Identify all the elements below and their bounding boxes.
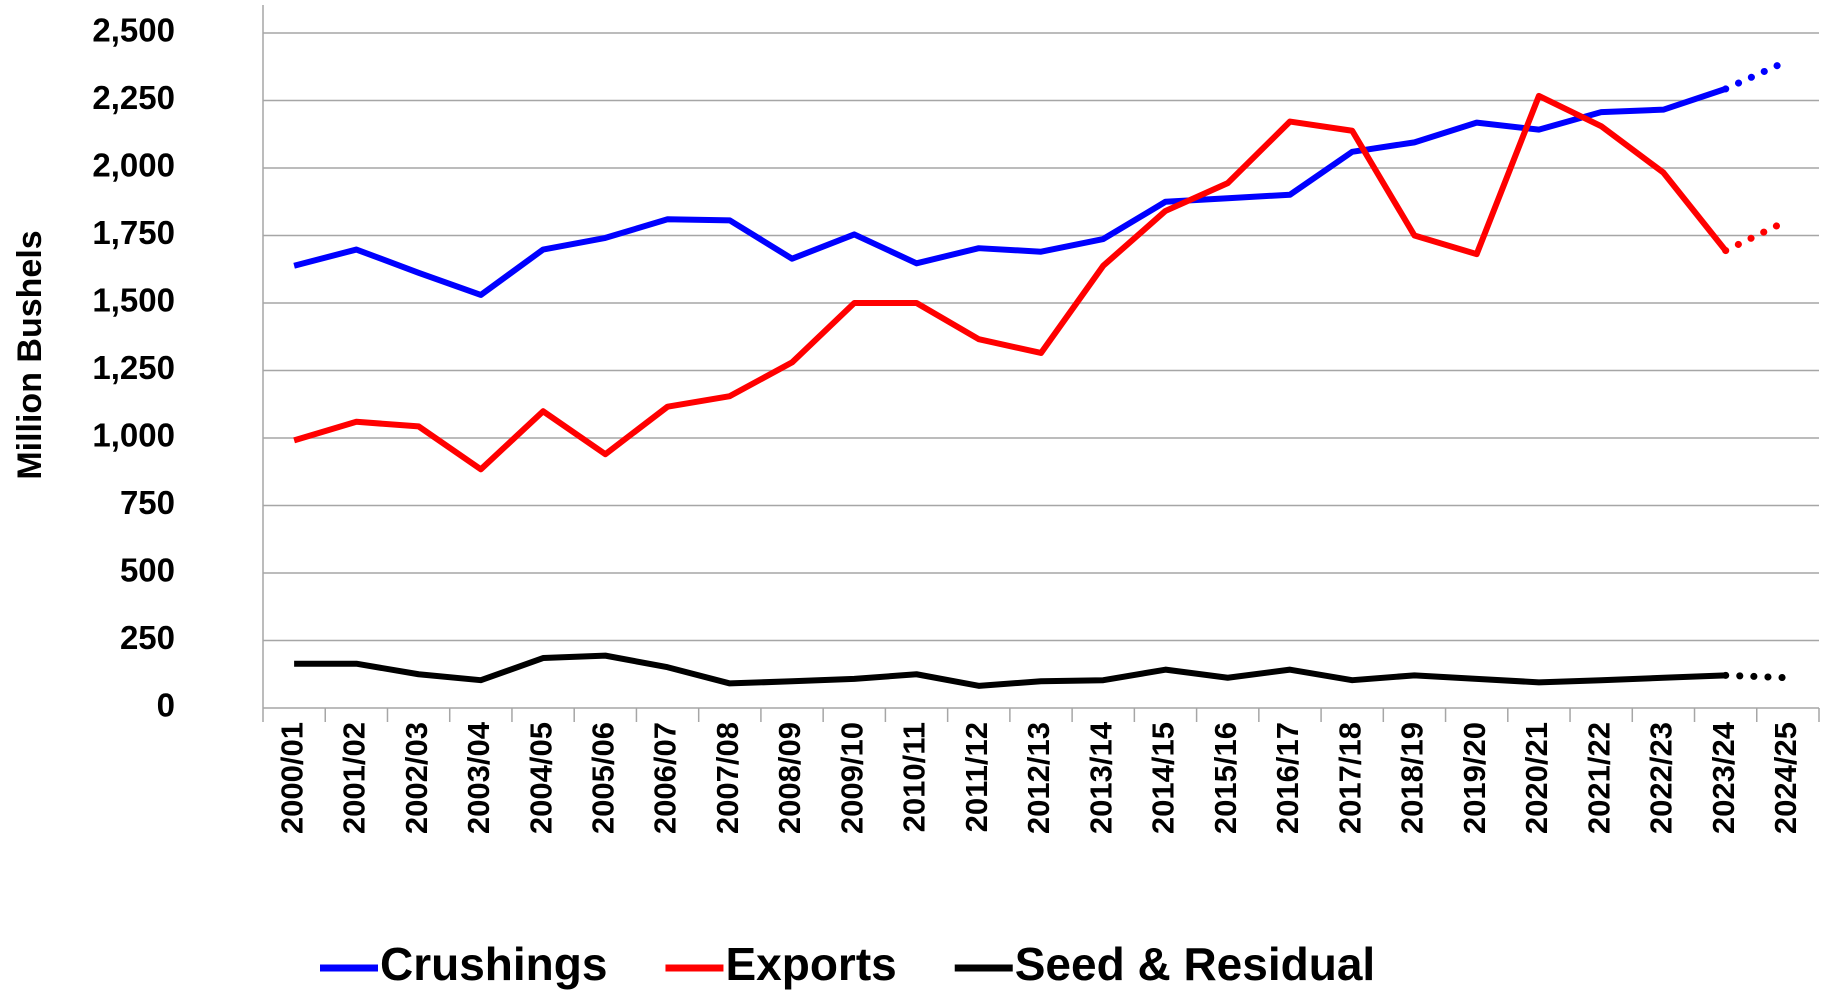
x-tick-label: 2017/18 <box>1332 722 1367 834</box>
x-tick-label: 2007/08 <box>710 722 745 834</box>
x-tick-label: 2006/07 <box>648 722 683 834</box>
x-tick-label: 2001/02 <box>337 722 372 834</box>
series-line <box>293 92 1728 473</box>
x-tick-label: 2018/19 <box>1395 722 1430 834</box>
x-tick-label: 2015/16 <box>1208 722 1243 834</box>
x-tick-label: 2000/01 <box>274 722 309 834</box>
x-tick-label: 2012/13 <box>1021 722 1056 834</box>
y-tick-label: 750 <box>120 484 175 521</box>
x-tick-label: 2016/17 <box>1270 722 1305 834</box>
y-tick-label: 2,000 <box>92 147 175 184</box>
projection-line <box>1722 57 1792 93</box>
x-tick-label: 2020/21 <box>1519 722 1554 834</box>
x-tick-label: 2014/15 <box>1146 722 1181 834</box>
y-tick-label: 1,750 <box>92 214 175 251</box>
legend-label: Crushings <box>380 938 607 990</box>
x-tick-label: 2021/22 <box>1581 722 1616 834</box>
y-tick-label: 0 <box>157 687 175 724</box>
y-tick-label: 500 <box>120 552 175 589</box>
y-tick-label: 2,500 <box>92 12 175 49</box>
x-tick-label: 2023/24 <box>1706 721 1741 834</box>
x-tick-label: 2022/23 <box>1644 722 1679 834</box>
y-tick-label: 2,250 <box>92 79 175 116</box>
x-tick-label: 2002/03 <box>399 722 434 834</box>
x-tick-label: 2005/06 <box>586 722 621 834</box>
legend-label: Seed & Residual <box>1015 938 1375 990</box>
x-tick-label: 2011/12 <box>959 722 994 832</box>
projection-line <box>1722 671 1792 682</box>
x-tick-label: 2009/10 <box>834 722 869 834</box>
y-axis-label: Million Bushels <box>11 230 49 479</box>
y-tick-label: 1,000 <box>92 417 175 454</box>
series-line <box>293 86 1727 298</box>
x-tick-label: 2013/14 <box>1083 721 1118 834</box>
x-tick-label: 2024/25 <box>1768 722 1803 834</box>
y-tick-label: 1,250 <box>92 349 175 386</box>
x-tick-label: 2004/05 <box>523 722 558 834</box>
x-tick-label: 2008/09 <box>772 722 807 834</box>
projection-line <box>1722 216 1792 255</box>
series-line <box>294 652 1726 689</box>
x-tick-label: 2003/04 <box>461 721 496 834</box>
x-tick-label: 2019/20 <box>1457 722 1492 834</box>
y-tick-label: 250 <box>120 619 175 656</box>
x-tick-label: 2010/11 <box>897 722 932 832</box>
y-tick-label: 1,500 <box>92 282 175 319</box>
legend-label: Exports <box>725 938 896 990</box>
